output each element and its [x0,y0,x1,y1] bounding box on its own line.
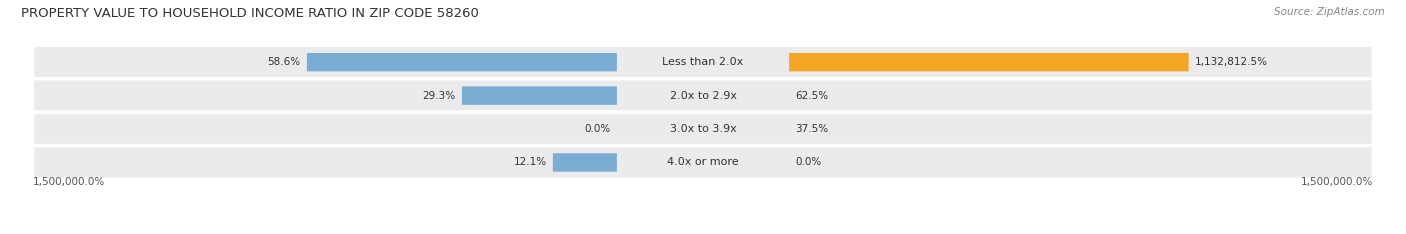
FancyBboxPatch shape [32,146,1374,179]
Text: 29.3%: 29.3% [423,91,456,101]
FancyBboxPatch shape [32,45,1374,79]
Text: 4.0x or more: 4.0x or more [668,157,738,168]
Text: 1,500,000.0%: 1,500,000.0% [1301,177,1374,187]
FancyBboxPatch shape [463,86,617,105]
Text: 0.0%: 0.0% [796,157,821,168]
Text: 3.0x to 3.9x: 3.0x to 3.9x [669,124,737,134]
FancyBboxPatch shape [789,53,1188,71]
Text: 62.5%: 62.5% [796,91,828,101]
Text: 1,132,812.5%: 1,132,812.5% [1195,57,1268,67]
Text: 58.6%: 58.6% [267,57,301,67]
Text: Less than 2.0x: Less than 2.0x [662,57,744,67]
FancyBboxPatch shape [32,112,1374,146]
Text: 1,500,000.0%: 1,500,000.0% [32,177,105,187]
FancyBboxPatch shape [32,79,1374,113]
Text: 12.1%: 12.1% [513,157,547,168]
Text: Source: ZipAtlas.com: Source: ZipAtlas.com [1274,7,1385,17]
FancyBboxPatch shape [307,53,617,71]
FancyBboxPatch shape [553,153,617,172]
Legend: Without Mortgage, With Mortgage: Without Mortgage, With Mortgage [596,232,810,234]
Text: 0.0%: 0.0% [585,124,610,134]
Text: PROPERTY VALUE TO HOUSEHOLD INCOME RATIO IN ZIP CODE 58260: PROPERTY VALUE TO HOUSEHOLD INCOME RATIO… [21,7,479,20]
Text: 37.5%: 37.5% [796,124,828,134]
Text: 2.0x to 2.9x: 2.0x to 2.9x [669,91,737,101]
